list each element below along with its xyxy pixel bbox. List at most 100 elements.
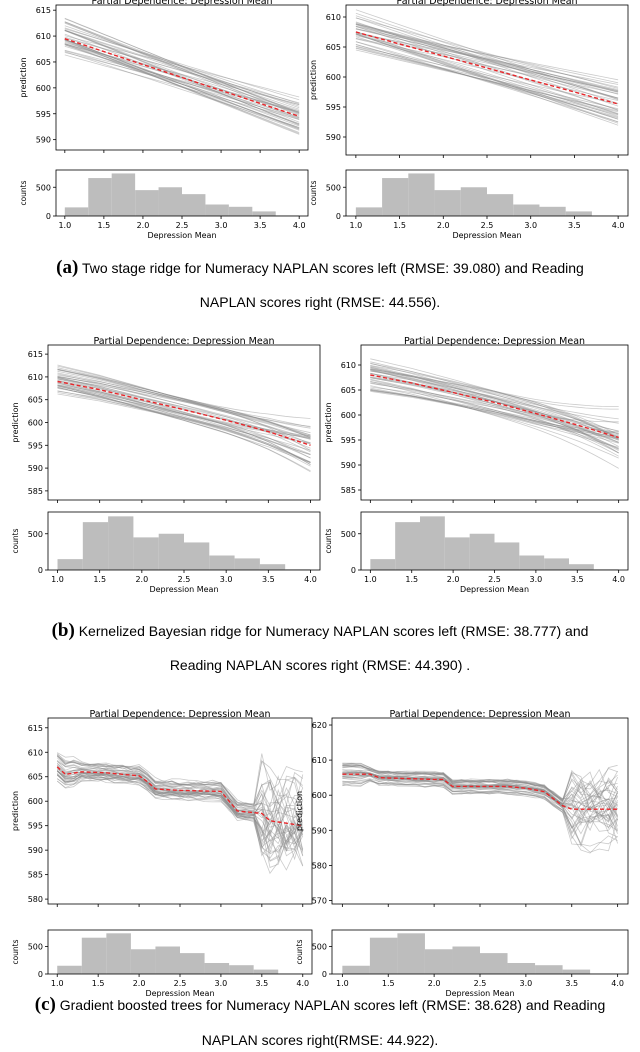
ice-line — [355, 21, 619, 111]
y-tick-label: 600 — [36, 84, 51, 93]
hist-bar — [184, 542, 210, 570]
x-tick-label: 3.5 — [565, 979, 578, 988]
x-tick-label: 1.0 — [58, 221, 71, 230]
caption-a-text: Two stage ridge for Numeracy NAPLAN scor… — [81, 260, 584, 276]
hist-bar — [259, 564, 286, 570]
ice-line — [355, 44, 619, 119]
ice-line — [64, 45, 300, 118]
ice-line — [56, 774, 304, 871]
ice-lines — [57, 364, 311, 473]
ice-line — [355, 31, 619, 124]
caption-b-label: (b) — [51, 620, 75, 641]
y-tick-label: 610 — [312, 756, 327, 765]
ice-line — [342, 772, 618, 814]
y-tick-label: 605 — [28, 773, 43, 782]
ice-line — [355, 26, 619, 92]
ice-line — [56, 778, 304, 875]
ice-line — [57, 386, 311, 473]
ice-line — [57, 376, 311, 465]
x-axis-label: Depression Mean — [445, 989, 514, 998]
ice-line — [355, 23, 619, 93]
histogram: 0 500 counts 1.0 1.5 2.0 2.5 3.0 3.5 4.0 Depressio… — [19, 169, 309, 240]
y-axis-label: prediction — [309, 60, 318, 100]
ice-line — [57, 384, 311, 444]
ice-line — [370, 381, 619, 440]
ice-line — [342, 762, 618, 802]
ice-line — [370, 387, 619, 439]
y-tick-label: 585 — [28, 487, 43, 496]
hist-y-tick-label: 500 — [312, 943, 327, 952]
ice-line — [57, 376, 311, 439]
hist-bar — [252, 211, 276, 216]
hist-bar — [519, 555, 545, 570]
ice-line — [57, 378, 311, 444]
ice-line — [56, 770, 303, 851]
ice-line — [57, 365, 311, 434]
ice-line — [64, 25, 300, 109]
x-tick-label: 2.5 — [488, 575, 501, 584]
hist-bar — [480, 953, 508, 974]
ice-line — [64, 22, 300, 119]
ice-line — [57, 373, 311, 449]
ice-line — [370, 369, 619, 420]
ice-line — [370, 377, 619, 452]
x-tick-label: 1.5 — [98, 221, 111, 230]
ice-line — [370, 390, 619, 438]
ice-line — [342, 775, 618, 830]
ice-line — [355, 31, 619, 92]
ice-line — [342, 773, 618, 827]
ice-line — [57, 374, 311, 419]
ice-line — [355, 9, 619, 100]
ice-line — [342, 771, 618, 822]
x-tick-label: 2.5 — [178, 575, 191, 584]
ice-line — [355, 35, 619, 91]
hist-bar — [444, 537, 470, 570]
ice-line — [370, 369, 619, 443]
hist-y-tick-label: 500 — [36, 183, 51, 192]
y-tick-label: 585 — [341, 486, 356, 495]
x-tick-label: 3.5 — [568, 221, 581, 230]
ice-line — [57, 388, 311, 459]
ice-line — [370, 365, 619, 436]
y-axis-label: prediction — [324, 402, 333, 442]
ice-line — [56, 774, 304, 857]
hist-y-label: counts — [11, 939, 20, 964]
histogram: 0 500 counts 1.0 1.5 2.0 2.5 3.0 3.5 4.0 Depressio… — [11, 511, 321, 594]
ice-line — [57, 385, 311, 472]
ice-line — [342, 781, 618, 854]
y-axis-label: prediction — [295, 791, 304, 831]
caption-c-label: (c) — [34, 994, 56, 1015]
y-tick-label: 585 — [28, 871, 43, 880]
x-tick-label: 2.0 — [447, 575, 460, 584]
ice-line — [57, 380, 311, 463]
hist-bar — [370, 559, 396, 570]
hist-bar — [342, 965, 370, 974]
hist-y-tick-label: 500 — [326, 183, 341, 192]
ice-line — [64, 40, 300, 135]
x-tick-label: 3.0 — [524, 221, 537, 230]
ice-line — [355, 28, 619, 81]
x-tick-label: 2.5 — [474, 979, 487, 988]
x-tick-label: 1.5 — [405, 575, 418, 584]
ice-line — [342, 778, 618, 845]
ice-line — [342, 779, 618, 853]
ice-line — [64, 30, 300, 107]
ice-line — [342, 763, 618, 800]
ice-line — [57, 393, 311, 451]
ice-line — [57, 375, 311, 439]
ice-line — [342, 779, 618, 840]
ice-lines — [64, 17, 300, 135]
ice-line — [56, 777, 304, 868]
ice-line — [370, 370, 619, 441]
hist-y-tick-label: 500 — [28, 530, 43, 539]
ice-line — [355, 44, 619, 118]
hist-bar — [487, 194, 514, 216]
ice-line — [64, 44, 300, 125]
ice-line — [370, 367, 619, 444]
y-tick-label: 605 — [36, 58, 51, 67]
hist-y-tick-label: 0 — [46, 212, 51, 221]
caption-a-label: (a) — [56, 257, 79, 278]
hist-bar — [133, 537, 159, 570]
ice-line — [64, 50, 300, 119]
ice-line — [64, 29, 300, 120]
